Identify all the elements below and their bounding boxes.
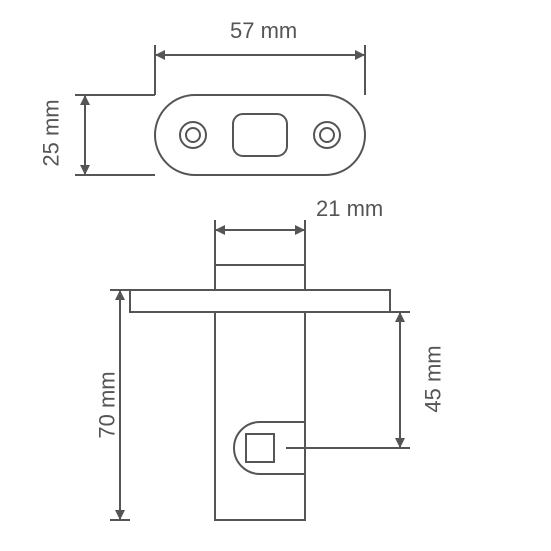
dim-25mm: 25 mm <box>39 99 65 166</box>
square-hole <box>246 434 274 462</box>
screw-hole-right-inner <box>320 128 334 142</box>
side-flange <box>130 290 390 312</box>
screw-hole-left-inner <box>186 128 200 142</box>
screw-hole-right-outer <box>314 122 340 148</box>
side-neck <box>215 265 305 290</box>
side-body <box>215 312 305 520</box>
screw-hole-left-outer <box>180 122 206 148</box>
center-slot <box>233 114 287 156</box>
dim-45mm: 45 mm <box>421 345 447 412</box>
dim-70mm: 70 mm <box>95 371 121 438</box>
dim-57mm: 57 mm <box>230 18 297 44</box>
dim-21mm: 21 mm <box>316 196 383 222</box>
